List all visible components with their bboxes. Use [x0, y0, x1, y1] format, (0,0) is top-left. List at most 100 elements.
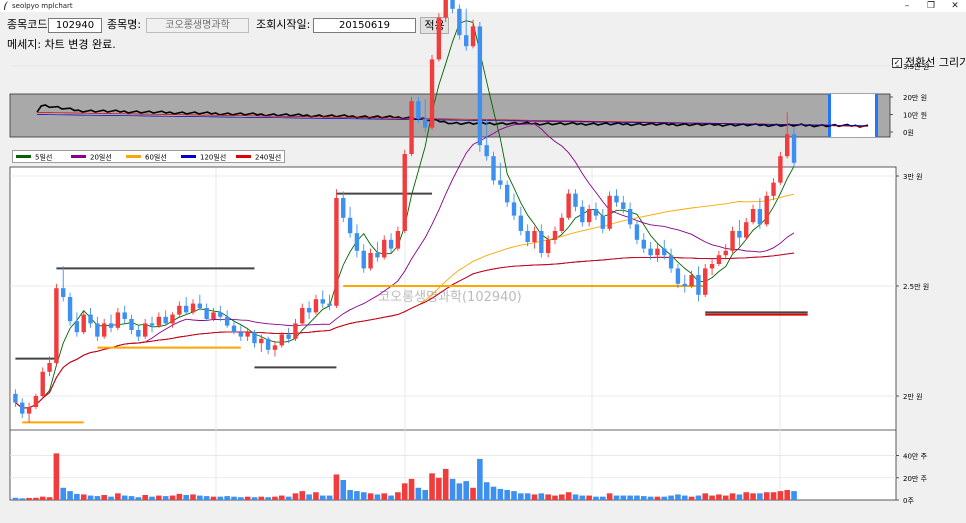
- volume-bar: [518, 493, 524, 500]
- candle-body: [750, 209, 756, 223]
- volume-bar: [572, 494, 579, 500]
- start-date-input[interactable]: 20150619: [313, 18, 416, 33]
- feather-icon: [4, 1, 8, 10]
- candle-body: [655, 248, 660, 256]
- chart-plot-area: [9, 166, 897, 501]
- close-icon[interactable]: ✕: [951, 1, 959, 11]
- candle-body: [593, 209, 599, 216]
- candle-body: [682, 283, 687, 286]
- volume-bar: [319, 495, 326, 500]
- volume-bar: [244, 496, 251, 500]
- candle-body: [504, 184, 510, 203]
- volume-bar: [593, 496, 599, 500]
- overview-ma-line: [36, 114, 869, 127]
- volume-bar: [272, 496, 278, 500]
- window-title: seolpyo mplchart: [12, 2, 73, 10]
- volume-bar: [128, 496, 135, 500]
- candle-body: [614, 195, 619, 203]
- volume-bar: [634, 495, 640, 500]
- candle-body: [511, 202, 517, 216]
- candle-body: [74, 321, 80, 333]
- overview-chart[interactable]: 20만 원 10만 원 0원: [0, 88, 966, 140]
- candle-body: [156, 316, 162, 326]
- reversal-checkbox[interactable]: ✓: [892, 58, 902, 68]
- volume-bar: [26, 498, 32, 500]
- volume-bar: [470, 487, 476, 500]
- volume-bar: [217, 496, 224, 500]
- volume-bar: [306, 494, 312, 500]
- candle-body: [764, 195, 769, 225]
- volume-bar: [729, 493, 736, 500]
- candle-body: [40, 371, 45, 396]
- volume-bar: [552, 495, 558, 500]
- candle-body: [443, 0, 448, 18]
- candle-body: [115, 312, 121, 328]
- volume-bar: [716, 494, 722, 500]
- candle-body: [484, 145, 489, 157]
- volume-bar: [429, 473, 435, 500]
- candle-body: [218, 312, 223, 317]
- legend-label: 60일선: [145, 153, 167, 162]
- volume-bar: [579, 495, 586, 500]
- volume-bar: [176, 493, 183, 500]
- candle-body: [491, 156, 496, 181]
- candle-body: [211, 312, 216, 319]
- volume-bar: [770, 492, 777, 500]
- volume-bar: [511, 491, 517, 500]
- volume-bar: [108, 496, 114, 500]
- volume-bar: [675, 494, 681, 500]
- volume-bar: [531, 494, 538, 500]
- candle-body: [689, 275, 694, 286]
- legend-label: 20일선: [90, 153, 112, 162]
- candle-body: [409, 101, 414, 154]
- candle-body: [709, 264, 715, 269]
- candle-body: [436, 17, 442, 60]
- candle-body: [723, 250, 728, 256]
- candle-body: [416, 101, 421, 119]
- overview-handle-left[interactable]: [828, 94, 831, 137]
- restore-icon[interactable]: ❐: [926, 1, 936, 11]
- candle-body: [20, 402, 25, 414]
- candle-body: [334, 198, 339, 306]
- candle-body: [95, 323, 100, 337]
- volume-bar: [238, 497, 244, 500]
- volume-bar: [436, 477, 442, 500]
- candle-body: [183, 305, 189, 313]
- status-message: 메세지: 차트 변경 완료.: [7, 38, 116, 51]
- volume-bar: [477, 458, 483, 500]
- candle-body: [259, 338, 264, 344]
- candle-body: [423, 118, 428, 128]
- price-tick-label: 3만 원: [903, 172, 923, 181]
- volume-bar: [442, 468, 449, 500]
- overview-selection[interactable]: [830, 94, 876, 137]
- volume-bar: [559, 494, 565, 500]
- overview-tick-label: 0원: [903, 128, 914, 137]
- legend-frame: [12, 150, 285, 163]
- candle-body: [457, 8, 462, 36]
- volume-bar: [265, 497, 271, 500]
- volume-bar: [422, 490, 429, 500]
- price-tick-label: 2.5만 원: [903, 282, 929, 291]
- volume-bar: [162, 496, 169, 500]
- volume-bar: [87, 495, 94, 500]
- candle-body: [771, 182, 776, 196]
- candle-body: [320, 299, 325, 304]
- minimize-icon[interactable]: –: [904, 1, 910, 11]
- volume-bar: [388, 495, 394, 500]
- code-input[interactable]: 102940: [48, 18, 102, 33]
- volume-bar: [620, 495, 627, 500]
- volume-bar: [401, 483, 408, 500]
- overview-handle-right[interactable]: [875, 94, 878, 137]
- volume-bar: [381, 493, 388, 500]
- volume-bar: [183, 495, 189, 500]
- candle-body: [716, 255, 722, 264]
- volume-bar: [313, 492, 319, 500]
- volume-bar: [333, 474, 340, 500]
- candle-body: [785, 134, 790, 157]
- legend-label: 240일선: [255, 153, 281, 162]
- volume-bar: [627, 495, 633, 500]
- candle-body: [675, 268, 681, 284]
- volume-bar: [340, 480, 347, 500]
- candle-body: [545, 239, 551, 253]
